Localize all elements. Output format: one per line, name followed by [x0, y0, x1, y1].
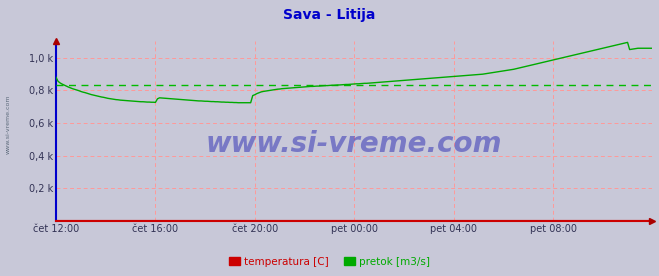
Text: Sava - Litija: Sava - Litija — [283, 8, 376, 22]
Text: www.si-vreme.com: www.si-vreme.com — [206, 130, 502, 158]
Text: www.si-vreme.com: www.si-vreme.com — [5, 94, 11, 154]
Legend: temperatura [C], pretok [m3/s]: temperatura [C], pretok [m3/s] — [225, 253, 434, 271]
